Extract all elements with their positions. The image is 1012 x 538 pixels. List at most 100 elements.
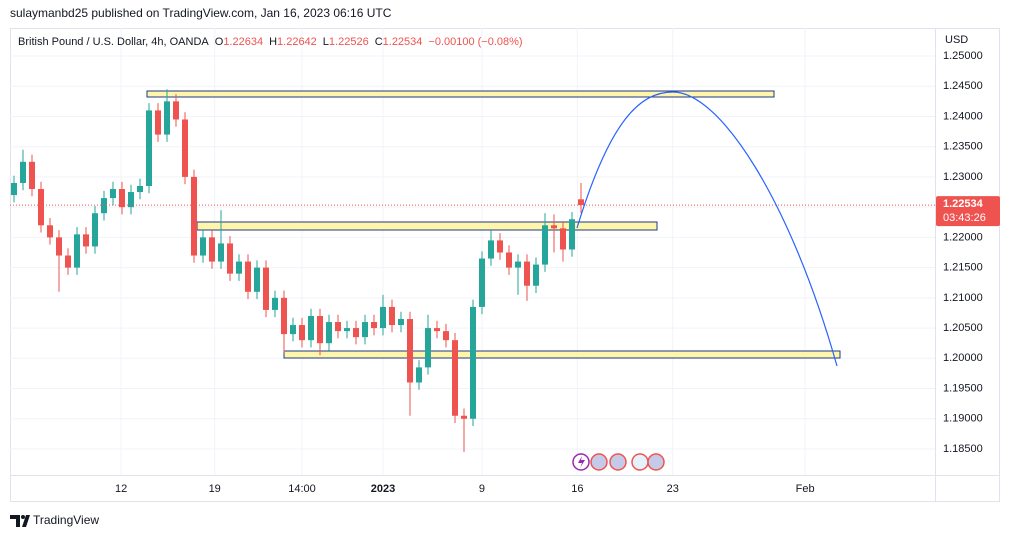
- candle-body: [316, 315, 323, 344]
- candle-body: [542, 225, 549, 265]
- candle-body: [469, 306, 476, 419]
- candle-body: [55, 237, 62, 256]
- candle-body: [289, 325, 296, 335]
- zone-rect: [283, 350, 841, 359]
- candle-body: [280, 297, 287, 335]
- y-tick-label: 1.19500: [943, 382, 983, 394]
- candle-body: [244, 261, 251, 292]
- logo-mark: [10, 515, 30, 527]
- candle-body: [505, 252, 512, 268]
- x-tick-label: 2023: [371, 483, 395, 495]
- candle-body: [253, 267, 260, 292]
- legend-value: 1.22526: [329, 36, 369, 48]
- legend-symbol: British Pound / U.S. Dollar, 4h, OANDA: [18, 36, 209, 48]
- candle-body: [46, 225, 53, 238]
- candle-body: [533, 264, 539, 286]
- legend-key: H: [269, 36, 277, 48]
- x-tick-label: Feb: [796, 483, 815, 495]
- chart-frame: [10, 28, 1000, 502]
- candle-body: [217, 243, 224, 262]
- y-tick-label: 1.23500: [943, 141, 983, 153]
- candle-body: [325, 322, 332, 344]
- candle-body: [415, 367, 422, 383]
- y-tick-label: 1.23000: [943, 171, 983, 183]
- candle-body: [19, 161, 26, 183]
- candle-body: [73, 234, 80, 268]
- legend-value: 1.22634: [223, 36, 263, 48]
- candle-body: [560, 228, 567, 250]
- candle-body: [433, 328, 440, 332]
- candle-body: [307, 315, 314, 341]
- event-icons: [572, 453, 665, 471]
- candle-body: [451, 340, 458, 416]
- legend-value: 1.22642: [277, 36, 317, 48]
- y-tick-label: 1.22000: [943, 231, 983, 243]
- candle-body: [118, 189, 125, 208]
- candle-body: [352, 328, 359, 338]
- candles: [10, 89, 585, 453]
- candle-body: [361, 322, 368, 338]
- event-icon: [578, 456, 585, 468]
- legend: British Pound / U.S. Dollar, 4h, OANDA O1…: [18, 36, 523, 48]
- candle-body: [551, 225, 558, 229]
- candle-body: [343, 328, 350, 332]
- event-icon: [631, 453, 649, 471]
- x-tick-label: 16: [571, 483, 583, 495]
- publisher: sulaymanbd25 published on TradingView.co…: [10, 6, 392, 20]
- y-tick-label: 1.19000: [943, 413, 983, 425]
- y-tick-label: 1.18500: [943, 443, 983, 455]
- candle-body: [145, 110, 152, 186]
- candle-body: [10, 182, 17, 196]
- candle-body: [496, 240, 503, 253]
- candle-body: [388, 306, 395, 326]
- candle-body: [514, 261, 521, 268]
- candle-body: [163, 101, 170, 135]
- candle-body: [226, 243, 233, 274]
- candle-body: [199, 237, 206, 256]
- y-tick-label: 1.21000: [943, 292, 983, 304]
- y-tick-label: 1.25000: [943, 50, 983, 62]
- zone-rect: [146, 90, 775, 98]
- candle-body: [154, 110, 161, 135]
- candle-body: [487, 240, 494, 259]
- candle-body: [298, 325, 305, 341]
- candle-body: [181, 119, 188, 177]
- candle-body: [370, 322, 377, 329]
- candle-body: [460, 415, 467, 419]
- candle-body: [127, 192, 134, 208]
- x-tick-label: 19: [209, 483, 221, 495]
- zone-rect: [196, 221, 658, 231]
- candle-body: [64, 255, 71, 268]
- candle-body: [109, 189, 116, 199]
- candle-body: [578, 199, 585, 206]
- candle-body: [397, 319, 404, 326]
- brand-name: TradingView: [33, 513, 99, 527]
- candle-body: [262, 267, 269, 310]
- candle-body: [172, 101, 179, 120]
- countdown-label: 03:43:26: [943, 212, 986, 224]
- y-tick-label: 1.20000: [943, 352, 983, 364]
- event-icon: [590, 453, 608, 471]
- y-tick-label: 1.21500: [943, 262, 983, 274]
- candle-body: [28, 161, 35, 190]
- candle-body: [82, 234, 89, 247]
- candle-body: [100, 198, 107, 214]
- y-tick-label: 1.20500: [943, 322, 983, 334]
- legend-key: L: [323, 36, 329, 48]
- candle-body: [91, 213, 98, 247]
- brand-logo: [10, 515, 30, 527]
- candle-body: [523, 261, 530, 286]
- candle-body: [334, 322, 341, 332]
- projection-arc: [576, 91, 838, 367]
- legend-key: O: [215, 36, 224, 48]
- candle-body: [190, 176, 197, 256]
- event-icon: [647, 453, 665, 471]
- candle-body: [136, 185, 143, 193]
- candle-body: [424, 328, 431, 368]
- candle-body: [37, 189, 44, 226]
- last-price-label: 1.22534: [943, 198, 984, 210]
- x-tick-label: 9: [479, 483, 485, 495]
